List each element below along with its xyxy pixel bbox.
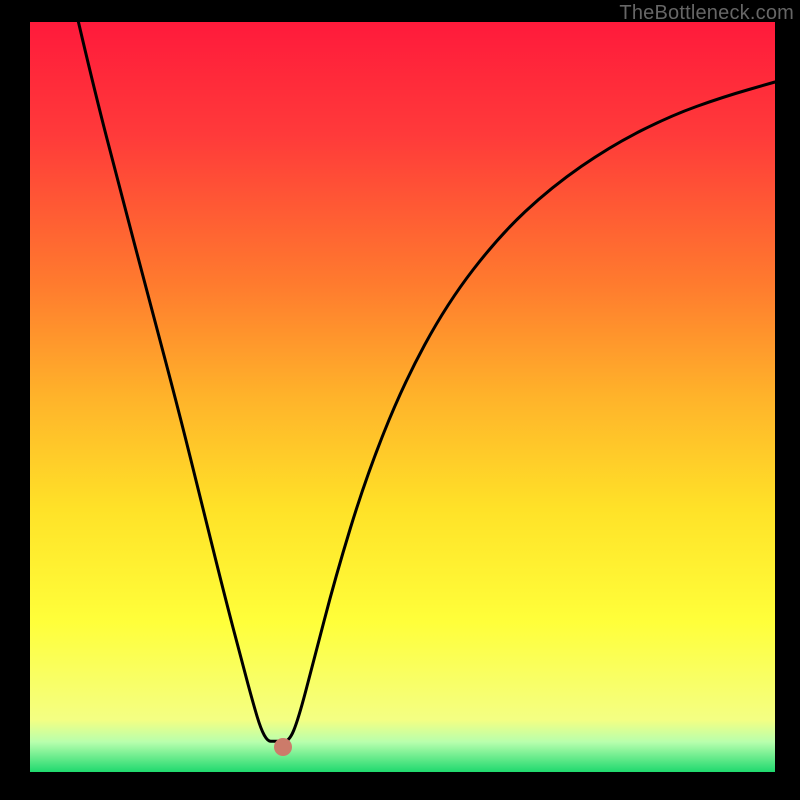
bottleneck-curve bbox=[30, 22, 775, 772]
bottleneck-marker bbox=[274, 738, 292, 756]
watermark-text: TheBottleneck.com bbox=[619, 2, 794, 25]
plot-area bbox=[30, 22, 775, 772]
curve-path bbox=[78, 22, 775, 741]
chart-container: TheBottleneck.com bbox=[0, 0, 800, 800]
